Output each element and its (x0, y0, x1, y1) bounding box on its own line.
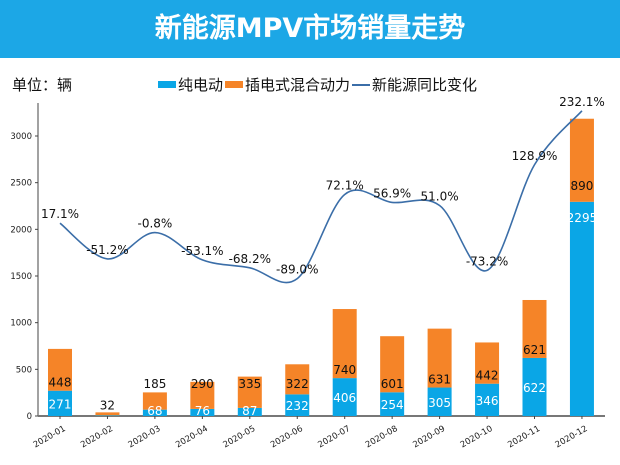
bev-value-label: 305 (428, 396, 451, 410)
x-tick-label: 2020-04 (174, 424, 210, 450)
yoy-line (59, 110, 583, 284)
bar-bev (569, 201, 594, 416)
x-tick-label: 2020-03 (127, 424, 163, 450)
chart-title: 新能源MPV市场销量走势 (0, 0, 620, 58)
bev-value-label: 346 (476, 394, 499, 408)
legend-bev: 纯电动 (178, 76, 224, 94)
bev-value-label: 406 (333, 391, 356, 405)
bar-phev (380, 336, 405, 393)
phev-value-label: 631 (428, 373, 451, 387)
x-tick-label: 2020-11 (506, 424, 542, 450)
phev-value-label: 335 (238, 377, 261, 391)
x-tick-label: 2020-01 (32, 424, 68, 450)
y-tick-label: 1500 (10, 272, 32, 282)
phev-value-label: 322 (286, 377, 309, 391)
y-tick-label: 500 (16, 365, 32, 375)
y-tick-label: 3000 (10, 132, 32, 142)
bar-phev (48, 348, 72, 391)
bar-phev (95, 412, 120, 416)
bar-phev (332, 309, 357, 379)
yoy-value-label: 17.1% (41, 207, 79, 221)
x-tick-label: 2020-12 (554, 424, 590, 450)
bar-phev (475, 342, 500, 384)
yoy-value-label: 56.9% (373, 186, 411, 200)
x-tick-label: 2020-09 (411, 424, 447, 450)
yoy-value-label: -68.2% (229, 252, 271, 266)
bar-bev (285, 394, 310, 416)
bev-value-label: 271 (49, 397, 72, 411)
x-tick-label: 2020-05 (222, 424, 258, 450)
bev-value-label: 622 (523, 381, 546, 395)
bar-bev (475, 383, 500, 416)
bar-phev (285, 364, 310, 395)
phev-value-label: 448 (49, 376, 72, 390)
phev-value-label: 740 (333, 363, 356, 377)
y-tick-label: 2000 (10, 225, 32, 235)
yoy-value-label: 128.9% (512, 149, 558, 163)
bev-value-label: 76 (195, 404, 210, 418)
bar-bev (142, 409, 167, 416)
bev-value-label: 68 (147, 404, 162, 418)
phev-value-label: 601 (381, 377, 404, 391)
bar-phev (569, 118, 594, 202)
bev-value-label: 254 (381, 398, 404, 412)
bar-bev (237, 407, 262, 416)
bev-value-label: 87 (242, 404, 257, 418)
yoy-value-label: 72.1% (326, 178, 364, 192)
bar-bev (48, 390, 72, 416)
bev-value-label: 2295 (567, 211, 598, 225)
y-tick-label: 2500 (10, 179, 32, 189)
x-tick-label: 2020-10 (459, 424, 495, 450)
legend-swatch-line (352, 83, 371, 86)
phev-value-label: 32 (100, 398, 115, 412)
x-tick-label: 2020-08 (364, 424, 400, 450)
yoy-value-label: -51.2% (86, 243, 128, 257)
phev-value-label: 621 (523, 343, 546, 357)
x-tick-label: 2020-02 (79, 424, 115, 450)
x-tick-label: 2020-07 (316, 424, 352, 450)
bar-phev (522, 299, 547, 358)
yoy-value-label: 232.1% (559, 95, 605, 109)
yoy-value-label: 51.0% (421, 189, 459, 203)
bar-phev (427, 328, 452, 388)
bar-bev (332, 378, 357, 416)
y-tick-label: 0 (27, 412, 32, 422)
bar-bev (522, 357, 547, 416)
legend-swatch-phev (225, 81, 244, 88)
x-tick-label: 2020-06 (269, 424, 305, 450)
legend-phev: 插电式混合动力 (245, 76, 351, 94)
y-tick-label: 1000 (10, 319, 32, 329)
bar-phev (190, 381, 215, 409)
bar-phev (142, 392, 167, 410)
phev-value-label: 185 (143, 377, 166, 391)
legend-swatch-bev (158, 81, 176, 88)
bar-bev (427, 387, 452, 416)
unit-label: 单位：辆 (12, 76, 73, 94)
phev-value-label: 890 (570, 179, 593, 193)
bar-phev (237, 376, 262, 408)
yoy-value-label: -53.1% (181, 244, 223, 258)
bev-value-label: 232 (286, 399, 309, 413)
yoy-value-label: -0.8% (137, 217, 172, 231)
phev-value-label: 290 (191, 377, 214, 391)
yoy-value-label: -73.2% (466, 254, 508, 268)
legend: 纯电动 插电式混合动力 新能源同比变化 (158, 74, 477, 95)
phev-value-label: 442 (476, 369, 499, 383)
bar-bev (95, 415, 120, 416)
bar-bev (190, 408, 215, 416)
legend-line: 新能源同比变化 (372, 76, 478, 94)
bar-bev (380, 392, 405, 416)
yoy-value-label: -89.0% (276, 263, 318, 277)
